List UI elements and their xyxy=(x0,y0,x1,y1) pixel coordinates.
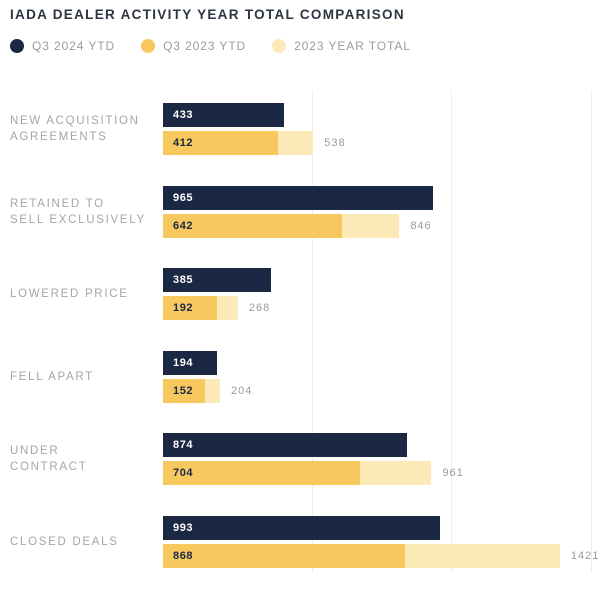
chart-row: RETAINED TO SELL EXCLUSIVELY 965 642 846 xyxy=(0,171,605,254)
bar-q3-2023-ytd: 642 xyxy=(163,213,343,238)
bar-value-q3-2023: 152 xyxy=(173,384,194,397)
chart-row: NEW ACQUISITION AGREEMENTS 433 412 538 xyxy=(0,88,605,171)
bar-q3-2024-ytd: 194 xyxy=(163,350,218,375)
legend-label: Q3 2024 YTD xyxy=(32,39,116,53)
bar-value-2023-total: 1421 xyxy=(570,549,600,562)
legend-item-q3-2023-ytd: Q3 2023 YTD xyxy=(141,39,246,53)
legend-swatch-navy-icon xyxy=(10,39,24,53)
bar-value-2023-total: 538 xyxy=(324,137,346,150)
bar-value-2023-total: 268 xyxy=(248,302,271,315)
row-bars: 385 192 268 xyxy=(163,268,582,321)
bar-value-q3-2024: 965 xyxy=(173,191,194,204)
bar-value-q3-2024: 874 xyxy=(173,439,194,452)
bar-value-q3-2023: 192 xyxy=(173,302,194,315)
chart-row: LOWERED PRICE 385 192 268 xyxy=(0,253,605,336)
bar-q3-2023-ytd: 192 xyxy=(163,296,217,321)
bar-q3-2023-ytd: 704 xyxy=(163,461,360,486)
legend-label: Q3 2023 YTD xyxy=(163,39,247,53)
bar-value-2023-total: 961 xyxy=(442,467,464,480)
bar-q3-2023-ytd: 868 xyxy=(163,543,406,568)
chart-row: UNDER CONTRACT 874 704 961 xyxy=(0,418,605,501)
chart-title: IADA DEALER ACTIVITY YEAR TOTAL COMPARIS… xyxy=(10,7,405,22)
bar-q3-2023-ytd: 152 xyxy=(163,378,206,403)
bar-value-q3-2024: 194 xyxy=(173,356,194,369)
bar-value-q3-2023: 412 xyxy=(173,137,194,150)
bar-stack-2023: 412 538 xyxy=(163,131,582,156)
legend-swatch-gold-icon xyxy=(141,39,156,53)
legend-label: 2023 YEAR TOTAL xyxy=(294,39,411,53)
bar-value-q3-2024: 385 xyxy=(173,274,194,287)
legend-item-2023-year-total: 2023 YEAR TOTAL xyxy=(272,39,411,53)
bar-q3-2024-ytd: 993 xyxy=(163,515,441,540)
row-bars: 433 412 538 xyxy=(163,103,582,156)
category-label: FELL APART xyxy=(10,370,94,383)
chart-row: FELL APART 194 152 204 xyxy=(0,336,605,419)
category-label: NEW ACQUISITION AGREEMENTS xyxy=(10,115,140,144)
bar-value-q3-2024: 993 xyxy=(173,521,194,534)
bar-stack-2023: 642 846 xyxy=(163,213,582,238)
row-bars: 874 704 961 xyxy=(163,433,582,486)
bar-q3-2024-ytd: 874 xyxy=(163,433,408,458)
bar-q3-2024-ytd: 385 xyxy=(163,268,271,293)
bar-stack-2023: 868 1421 xyxy=(163,543,598,568)
legend-swatch-light-gold-icon xyxy=(272,39,287,53)
bar-stack-2023: 152 204 xyxy=(163,378,582,403)
bar-value-2023-total: 204 xyxy=(230,384,253,397)
bar-value-2023-total: 846 xyxy=(410,219,432,232)
row-bars: 965 642 846 xyxy=(163,185,582,238)
category-label: CLOSED DEALS xyxy=(10,535,119,548)
category-label: LOWERED PRICE xyxy=(10,288,129,301)
bar-stack-2023: 704 961 xyxy=(163,461,582,486)
bar-value-q3-2023: 642 xyxy=(173,219,194,232)
bar-value-q3-2024: 433 xyxy=(173,109,194,122)
bar-q3-2024-ytd: 965 xyxy=(163,185,433,210)
legend-item-q3-2024-ytd: Q3 2024 YTD xyxy=(10,39,115,53)
bar-stack-2023: 192 268 xyxy=(163,296,582,321)
row-bars: 993 868 1421 xyxy=(163,515,598,568)
chart-rows: NEW ACQUISITION AGREEMENTS 433 412 538 RETAIN… xyxy=(0,88,605,583)
bar-q3-2023-ytd: 412 xyxy=(163,131,279,156)
row-bars: 194 152 204 xyxy=(163,350,582,403)
bar-value-q3-2023: 868 xyxy=(173,549,194,562)
bar-q3-2024-ytd: 433 xyxy=(163,103,284,128)
chart-row: CLOSED DEALS 993 868 1421 xyxy=(0,501,605,584)
category-label: RETAINED TO SELL EXCLUSIVELY xyxy=(10,197,146,226)
bar-value-q3-2023: 704 xyxy=(173,467,194,480)
category-label: UNDER CONTRACT xyxy=(10,445,88,474)
legend: Q3 2024 YTD Q3 2023 YTD 2023 YEAR TOTAL xyxy=(10,39,411,53)
bar-chart: NEW ACQUISITION AGREEMENTS 433 412 538 RETAIN… xyxy=(0,88,605,583)
